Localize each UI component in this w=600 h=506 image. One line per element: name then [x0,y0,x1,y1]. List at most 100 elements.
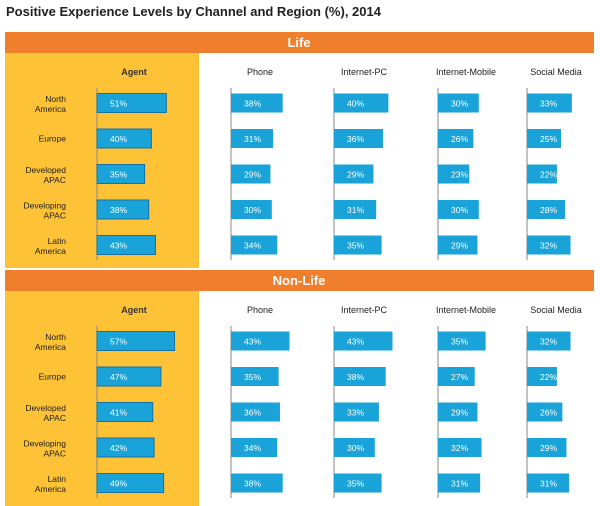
life-bar-internet-mobile [438,93,479,113]
life-bar-label-phone: 30% [244,205,261,215]
non-life-bar-internet-mobile [438,331,486,351]
non-life-category-label: Developing [23,439,66,449]
life-bar-label-social-media: 32% [540,241,557,251]
non-life-bar-social-media [527,402,563,422]
life-bar-internet-pc [334,200,377,219]
non-life-bar-internet-pc [334,438,375,457]
life-category-label: America [35,246,66,256]
chart-title: Positive Experience Levels by Channel an… [6,4,381,19]
life-bar-phone [231,164,271,184]
life-bar-label-internet-mobile: 30% [451,99,468,109]
non-life-category-label: Europe [39,372,67,382]
life-header-bar [5,32,594,53]
life-category-label: Developed [25,165,66,175]
non-life-col-header-internet-mobile: Internet-Mobile [436,305,496,315]
non-life-bar-internet-pc [334,473,382,493]
life-category-label: Latin [48,236,67,246]
life-bar-internet-mobile [438,129,474,148]
life-bar-label-internet-pc: 40% [347,99,364,109]
life-bar-label-internet-mobile: 23% [451,170,468,180]
life-bar-agent [96,128,152,149]
life-bar-phone [231,129,274,148]
non-life-bar-phone [231,438,278,457]
non-life-bar-agent [96,402,154,422]
non-life-bar-label-phone: 38% [244,479,261,489]
life-bar-label-social-media: 28% [540,205,557,215]
non-life-bar-label-agent: 41% [110,408,127,418]
non-life-category-label: APAC [43,413,66,423]
life-bar-label-phone: 38% [244,99,261,109]
non-life-bar-phone [231,331,290,351]
life-bar-agent [96,164,146,184]
life-bar-internet-pc [334,164,374,184]
non-life-bar-label-social-media: 26% [540,408,557,418]
non-life-col-header-phone: Phone [247,305,273,315]
life-bar-agent [96,235,156,255]
non-life-category-label: APAC [43,449,66,459]
non-life-bar-internet-mobile [438,367,475,386]
life-bar-agent [96,93,167,113]
life-bar-label-agent: 40% [110,134,127,144]
non-life-category-label: Latin [48,474,67,484]
non-life-bar-label-internet-mobile: 31% [451,479,468,489]
life-col-header-agent: Agent [121,67,147,77]
life-bar-agent [96,199,150,220]
non-life-bar-label-social-media: 29% [540,443,557,453]
non-life-bar-agent [96,331,176,351]
non-life-bar-label-phone: 36% [244,408,261,418]
non-life-bar-phone [231,473,283,493]
life-bar-label-internet-pc: 36% [347,134,364,144]
life-bar-label-social-media: 22% [540,170,557,180]
life-bar-internet-mobile [438,164,470,184]
life-bar-social-media [527,164,557,184]
life-bar-internet-mobile [438,235,478,255]
non-life-bar-label-agent: 42% [110,443,127,453]
non-life-bar-agent [96,366,162,387]
life-bar-label-agent: 43% [110,241,127,251]
non-life-bar-label-internet-pc: 30% [347,443,364,453]
life-bar-phone [231,200,272,219]
non-life-bar-label-phone: 43% [244,337,261,347]
non-life-bar-label-internet-pc: 38% [347,372,364,382]
life-category-label: APAC [43,175,66,185]
life-bar-social-media [527,129,561,148]
life-col-header-phone: Phone [247,67,273,77]
non-life-bar-label-phone: 34% [244,443,261,453]
non-life-bar-label-internet-pc: 43% [347,337,364,347]
non-life-bar-label-internet-mobile: 27% [451,372,468,382]
non-life-bar-label-internet-pc: 35% [347,479,364,489]
non-life-header-bar [5,270,594,291]
non-life-bar-label-agent: 49% [110,479,127,489]
life-bar-phone [231,93,283,113]
life-bar-label-internet-mobile: 29% [451,241,468,251]
non-life-bar-label-agent: 57% [110,337,127,347]
life-bar-label-social-media: 33% [540,99,557,109]
life-col-header-social-media: Social Media [530,67,582,77]
life-bar-internet-pc [334,129,383,148]
non-life-bar-label-phone: 35% [244,372,261,382]
non-life-col-header-internet-pc: Internet-PC [341,305,388,315]
non-life-bar-internet-mobile [438,402,478,422]
life-bar-label-phone: 29% [244,170,261,180]
non-life-col-header-social-media: Social Media [530,305,582,315]
life-bar-social-media [527,235,571,255]
life-bar-label-internet-mobile: 26% [451,134,468,144]
life-bar-label-social-media: 25% [540,134,557,144]
non-life-bar-internet-mobile [438,473,481,493]
non-life-bar-social-media [527,438,567,457]
life-category-label: Europe [39,134,67,144]
life-bar-label-phone: 31% [244,134,261,144]
non-life-bar-label-internet-mobile: 29% [451,408,468,418]
non-life-bar-label-social-media: 22% [540,372,557,382]
non-life-bar-social-media [527,367,557,386]
non-life-bar-agent [96,437,155,458]
life-panel-title: Life [287,35,310,50]
life-category-label: America [35,104,66,114]
life-bar-label-internet-pc: 35% [347,241,364,251]
life-bar-label-internet-mobile: 30% [451,205,468,215]
life-col-header-internet-mobile: Internet-Mobile [436,67,496,77]
non-life-agent-panel [5,291,199,506]
life-bar-social-media [527,200,566,219]
non-life-bar-phone [231,402,280,422]
life-bar-label-agent: 51% [110,99,127,109]
